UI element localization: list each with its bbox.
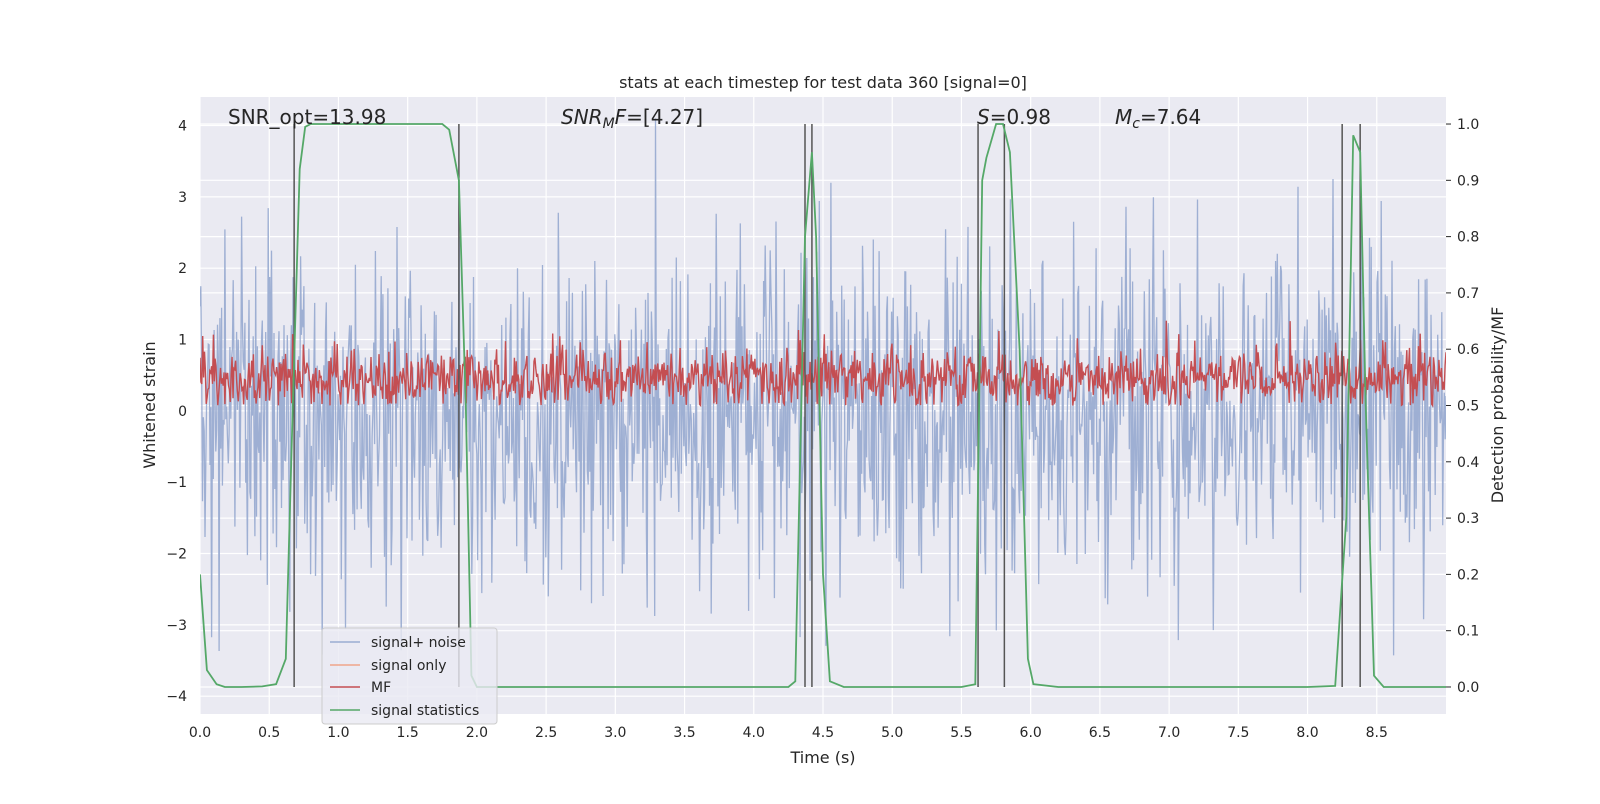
annotation-snr-opt: SNR_opt=13.98 [228, 105, 386, 129]
y2-tick-label: 0.3 [1457, 511, 1479, 527]
annotation-s: S=0.98 [977, 105, 1051, 129]
x-tick-label: 4.5 [812, 725, 834, 741]
y-grid [200, 124, 1446, 697]
y2-tick-labels: 1.0 0.9 0.8 0.7 0.6 0.5 0.4 0.3 0.2 0.1 0.0 [1446, 117, 1479, 696]
x-tick-labels: 0.0 0.5 1.0 1.5 2.0 2.5 3.0 3.5 4.0 4.5 5.0 5.5 6.0 6… [189, 725, 1388, 741]
y2-tick-label: 0.8 [1457, 230, 1479, 246]
annotation-snr-mf: SNRMF=[4.27] [561, 105, 703, 132]
chart-title: stats at each timestep for test data 360… [619, 73, 1027, 92]
y2-tick-label: 0.6 [1457, 342, 1479, 358]
y-tick-label: −3 [166, 618, 187, 634]
x-tick-label: 7.0 [1158, 725, 1180, 741]
mf-series [200, 320, 1446, 408]
y2-tick-label: 0.2 [1457, 567, 1479, 583]
y-axis-label: Whitened strain [140, 341, 159, 468]
x-tick-label: 3.0 [604, 725, 626, 741]
y-tick-label: 0 [178, 404, 187, 420]
y2-tick-label: 0.7 [1457, 286, 1479, 302]
y-tick-label: −4 [166, 689, 187, 705]
y-tick-label: 3 [178, 190, 187, 206]
x-tick-label: 8.0 [1296, 725, 1318, 741]
signal-statistics-series [200, 123, 1446, 688]
x-tick-label: 2.5 [535, 725, 557, 741]
y-tick-label: 2 [178, 261, 187, 277]
y2-axis-label: Detection probability/MF [1488, 307, 1507, 504]
signal-plus-noise-line [200, 118, 1446, 656]
legend-label-signal-statistics: signal statistics [371, 703, 479, 719]
x-tick-label: 0.5 [258, 725, 280, 741]
y2-tick-label: 0.1 [1457, 624, 1479, 640]
x-tick-label: 6.0 [1020, 725, 1042, 741]
x-tick-label: 1.5 [397, 725, 419, 741]
y2-tick-label: 0.0 [1457, 680, 1479, 696]
y2-tick-label: 1.0 [1457, 117, 1479, 133]
x-tick-label: 0.0 [189, 725, 211, 741]
x-tick-label: 6.5 [1089, 725, 1111, 741]
legend-label-signal-noise: signal+ noise [371, 635, 466, 651]
y-tick-label: 1 [178, 333, 187, 349]
x-tick-label: 1.0 [327, 725, 349, 741]
detection-markers [293, 124, 1361, 687]
y2-tick-label: 0.4 [1457, 455, 1479, 471]
y-tick-labels: 4 3 2 1 0 −4 −3 −2 −1 [166, 119, 187, 706]
x-tick-label: 8.5 [1366, 725, 1388, 741]
legend: signal+ noise signal only MF signal stat… [321, 627, 498, 725]
y-tick-label: 4 [178, 119, 187, 135]
x-axis-label: Time (s) [789, 748, 855, 767]
mf-line [200, 320, 1446, 408]
signal-plus-noise-series [200, 118, 1446, 656]
annotation-mc: Mc=7.64 [1115, 105, 1201, 132]
x-tick-label: 4.0 [743, 725, 765, 741]
x-tick-label: 2.0 [466, 725, 488, 741]
data-layer [200, 118, 1446, 688]
legend-label-signal-only: signal only [371, 658, 446, 674]
y-tick-label: −2 [166, 547, 187, 563]
y2-tick-label: 0.5 [1457, 399, 1479, 415]
legend-box [321, 627, 498, 725]
x-tick-label: 7.5 [1227, 725, 1249, 741]
x-tick-label: 5.0 [881, 725, 903, 741]
x-tick-label: 3.5 [673, 725, 695, 741]
legend-label-mf: MF [371, 680, 391, 696]
x-tick-label: 5.5 [950, 725, 972, 741]
y-tick-label: −1 [166, 475, 187, 491]
y2-tick-label: 0.9 [1457, 173, 1479, 189]
signal-statistics-line [200, 123, 1446, 688]
